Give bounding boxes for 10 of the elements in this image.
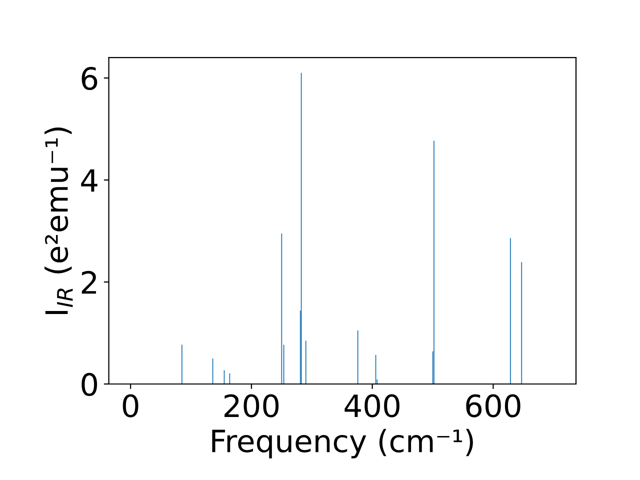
x-tick-label: 600 xyxy=(466,394,520,418)
y-tick-label: 4 xyxy=(81,169,98,192)
y-tick-label: 0 xyxy=(82,372,98,396)
x-tick-label: 0 xyxy=(122,394,138,418)
y-axis-title: I$_{IR}$ (e²emu⁻¹) xyxy=(44,127,73,314)
y-tick-label: 6 xyxy=(82,66,98,90)
y-tick-label: 2 xyxy=(82,270,96,294)
x-tick-label: 400 xyxy=(344,394,400,418)
x-axis-title: Frequency (cm⁻¹) xyxy=(212,428,473,458)
x-tick-label: 200 xyxy=(224,394,279,418)
